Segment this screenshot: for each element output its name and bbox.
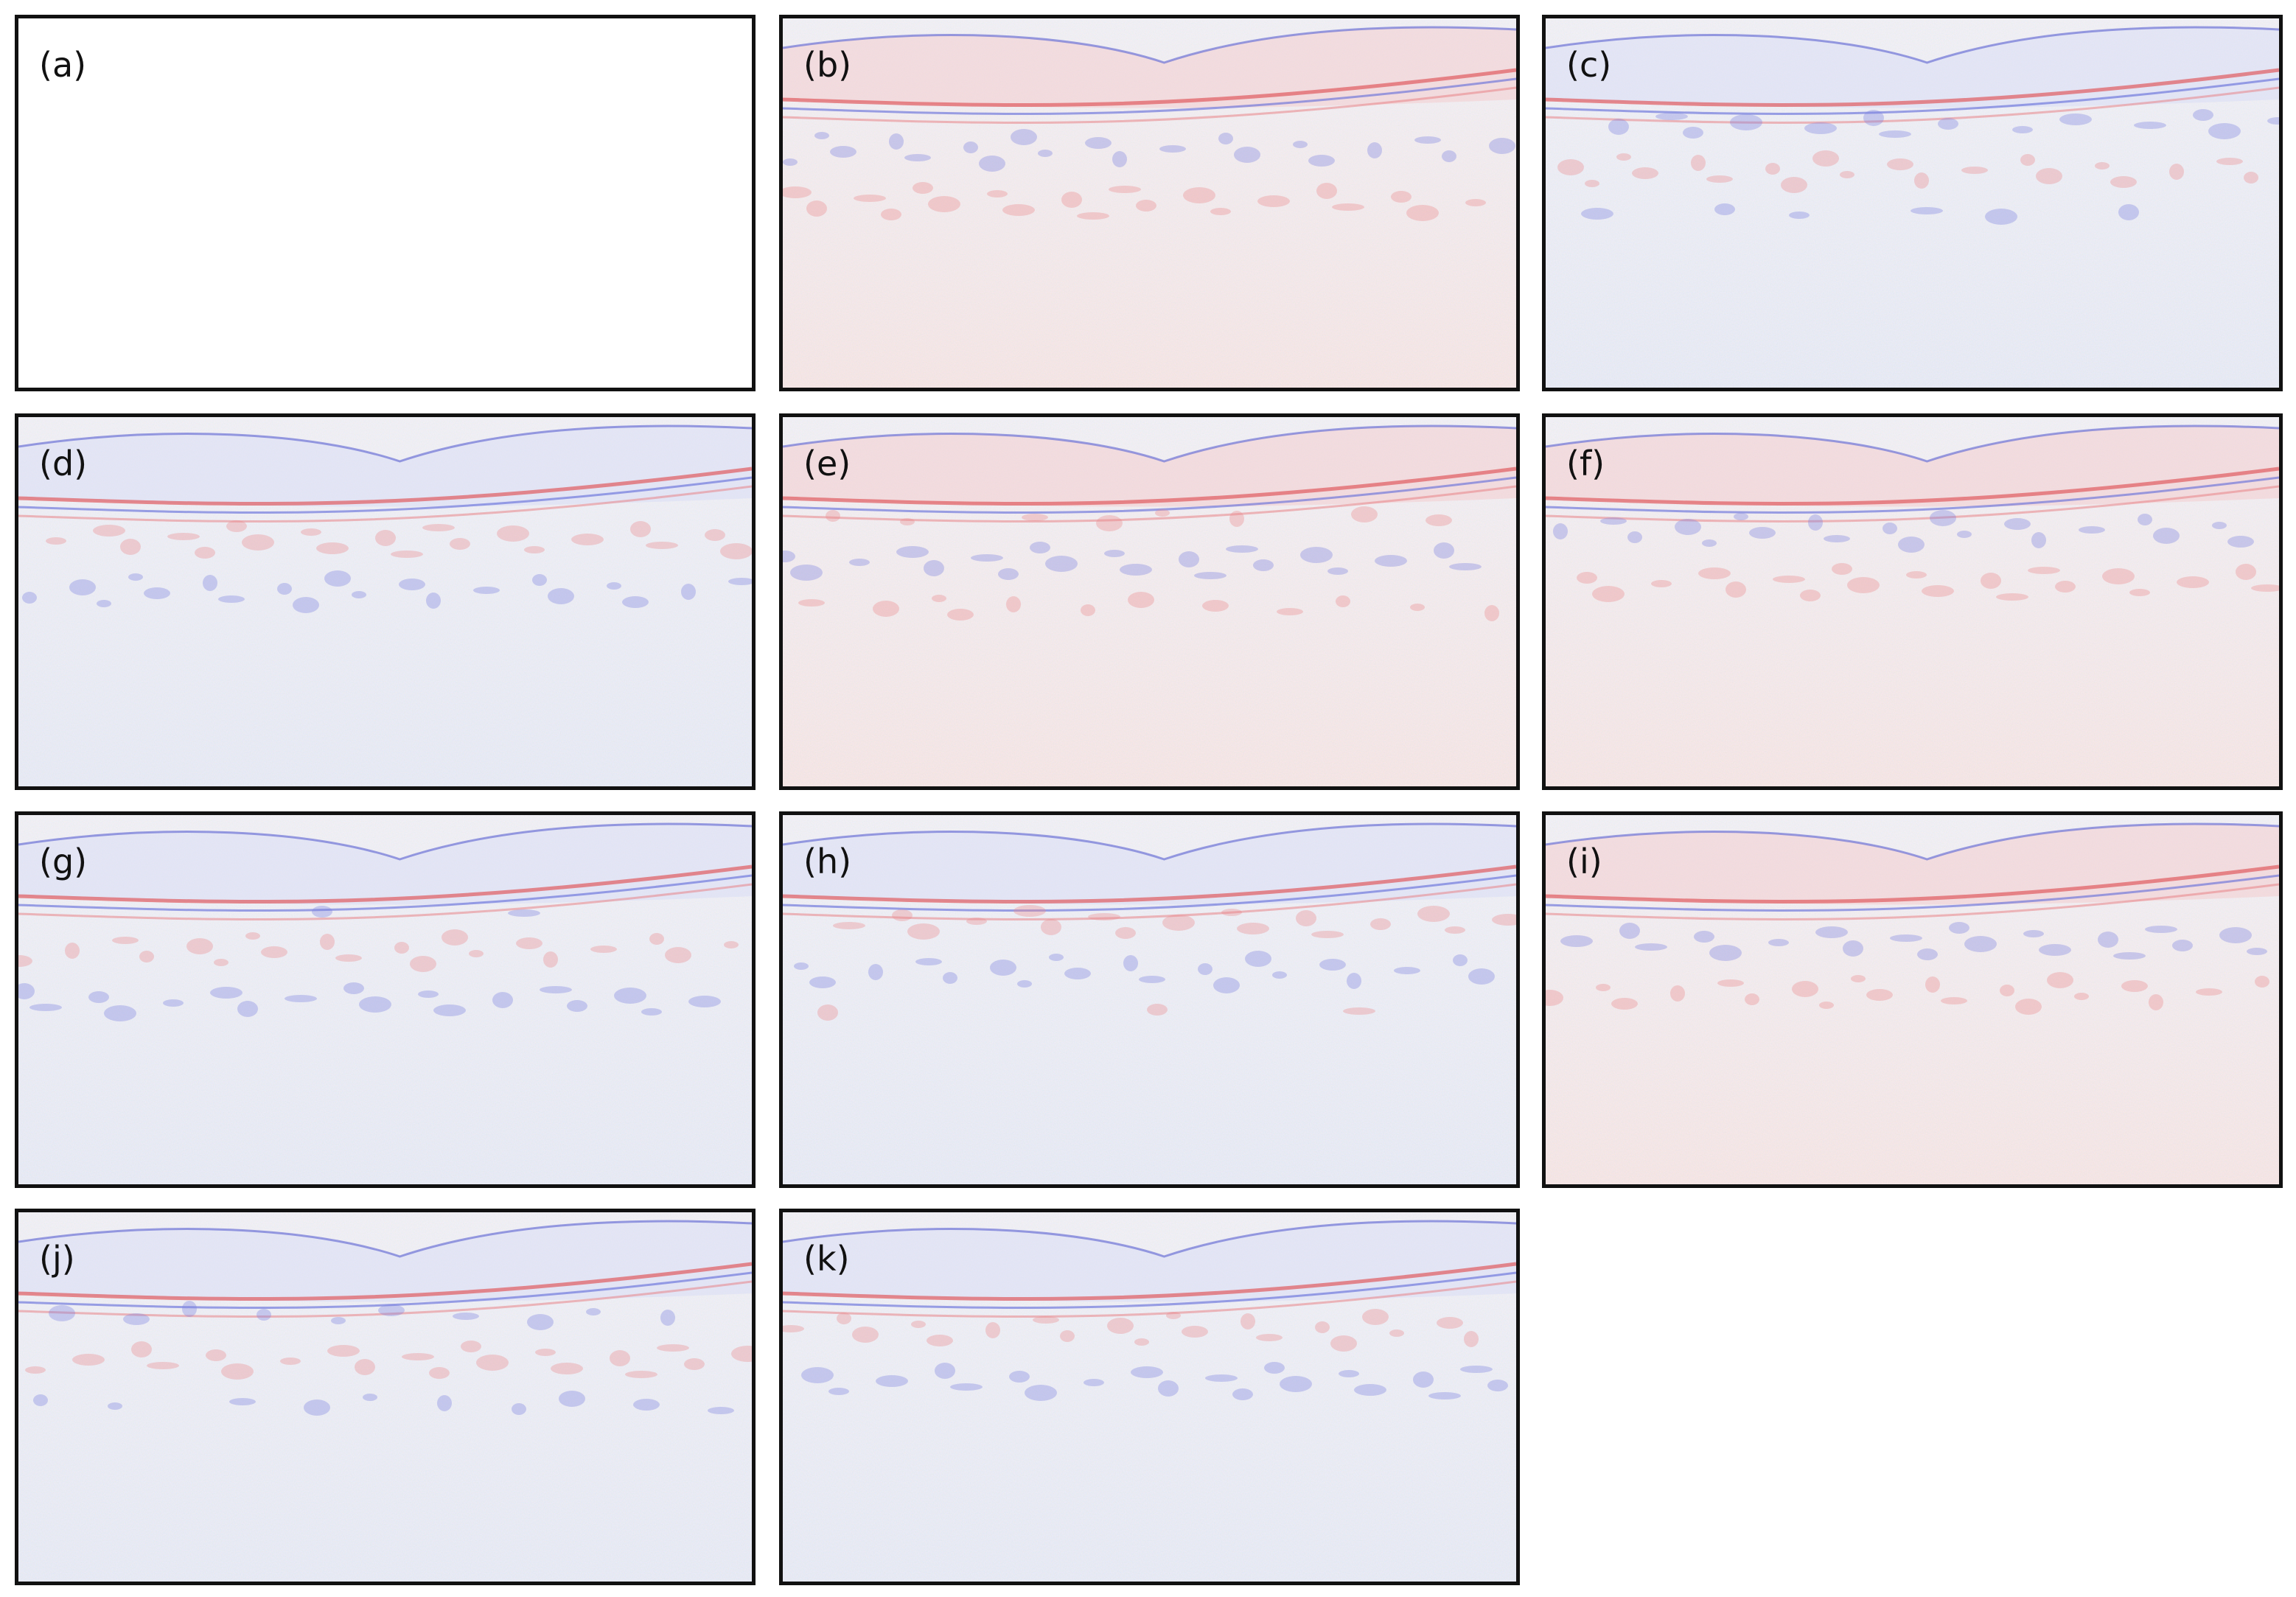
difference-map [783, 815, 1516, 1184]
difference-map [783, 417, 1516, 786]
difference-map [18, 417, 752, 786]
panel-label: (f) [1566, 444, 1605, 483]
panel-label: (b) [803, 45, 852, 85]
panel: (i) [1542, 811, 2283, 1188]
panel-label: (a) [39, 45, 87, 85]
panel: (b) [779, 15, 1520, 391]
panel-label: (c) [1566, 45, 1612, 85]
panel: (k) [779, 1209, 1520, 1585]
panel-label: (d) [39, 444, 88, 483]
panel: (d) [15, 413, 756, 790]
panel-label: (g) [39, 842, 88, 881]
panel: (e) [779, 413, 1520, 790]
panel: (j) [15, 1209, 756, 1585]
panel-label: (e) [803, 444, 851, 483]
difference-map [1546, 18, 2279, 388]
panel: (h) [779, 811, 1520, 1188]
panel-label: (j) [39, 1239, 75, 1279]
difference-map [1546, 815, 2279, 1184]
panel: (f) [1542, 413, 2283, 790]
difference-map [783, 18, 1516, 388]
panel-label: (i) [1566, 842, 1602, 881]
panel-label: (k) [803, 1239, 850, 1279]
panel: (c) [1542, 15, 2283, 391]
difference-map [1546, 417, 2279, 786]
panel-label: (h) [803, 842, 852, 881]
difference-map [783, 1212, 1516, 1582]
difference-map [18, 815, 752, 1184]
panel: (a) [15, 15, 756, 391]
panel: (g) [15, 811, 756, 1188]
difference-map [18, 1212, 752, 1582]
